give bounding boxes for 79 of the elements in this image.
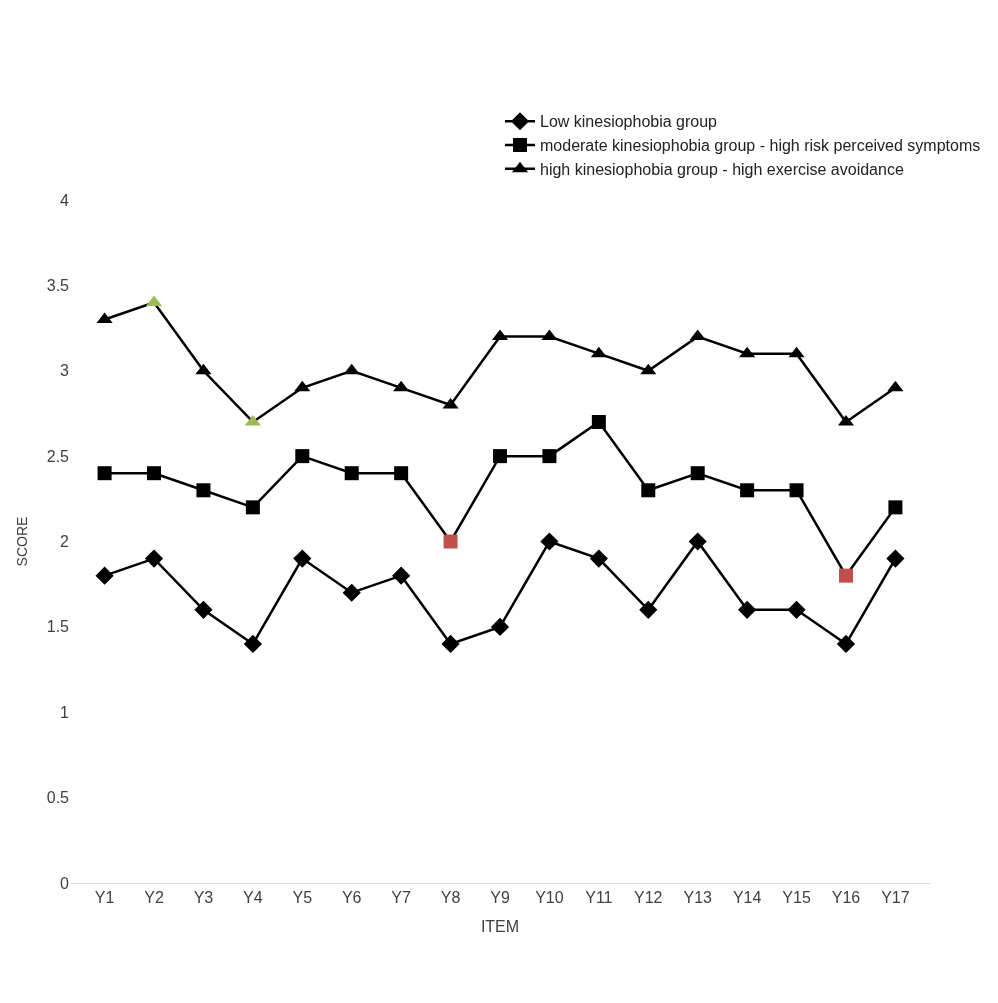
x-tick-label: Y13 (683, 889, 713, 907)
x-tick-label: Y15 (782, 889, 811, 907)
point (689, 329, 706, 341)
point (739, 346, 756, 358)
x-tick-label: Y1 (94, 889, 115, 907)
point (144, 549, 164, 568)
x-tick-label: Y2 (144, 889, 164, 907)
point (343, 363, 360, 375)
y-tick-label: 4 (60, 191, 70, 209)
legend-label: Low kinesiophobia group (540, 113, 718, 131)
x-tick-label: Y11 (585, 889, 613, 907)
point (194, 600, 213, 619)
point (788, 346, 805, 358)
x-tick-label: Y16 (831, 889, 861, 907)
point (293, 549, 312, 568)
legend-label: moderate kinesiophobia group - high risk perceived symptoms (540, 137, 981, 155)
point (738, 600, 757, 619)
x-tick-label: Y5 (292, 889, 313, 907)
x-tick-label: Y10 (535, 889, 564, 907)
y-tick-label: 1 (60, 703, 70, 721)
point (886, 549, 905, 568)
point (97, 466, 112, 481)
point (740, 483, 755, 498)
point (640, 363, 657, 375)
point (789, 483, 804, 498)
x-tick-label: Y12 (634, 889, 663, 907)
point (688, 532, 707, 551)
point (243, 634, 262, 654)
point (641, 483, 656, 498)
point (195, 363, 212, 375)
point (493, 449, 507, 464)
y-tick-label: 2 (60, 533, 70, 551)
point (690, 466, 705, 481)
x-tick-label: Y6 (341, 889, 362, 907)
point (888, 500, 903, 515)
point (887, 380, 904, 392)
point (542, 449, 557, 464)
y-tick-label: 2.5 (46, 447, 70, 465)
x-tick-label: Y3 (193, 889, 214, 907)
point (838, 568, 853, 583)
point (787, 600, 806, 619)
point (96, 312, 113, 324)
point (294, 380, 311, 392)
point (442, 397, 459, 409)
point (836, 634, 856, 654)
point (393, 380, 410, 392)
x-tick-label: Y9 (490, 889, 510, 907)
point (589, 549, 608, 568)
y-tick-label: 0 (60, 874, 70, 892)
point (344, 466, 359, 481)
y-tick-label: 3 (60, 362, 70, 380)
point (245, 500, 260, 515)
y-axis-title: SCORE (14, 516, 31, 567)
point (540, 532, 559, 551)
point (441, 634, 460, 654)
legend-label: high kinesiophobia group - high exercise avoidance (540, 161, 904, 179)
x-tick-label: Y8 (440, 889, 461, 907)
point (639, 600, 658, 619)
point (541, 329, 558, 341)
point (295, 449, 310, 464)
point (244, 414, 261, 426)
x-axis-title: ITEM (480, 917, 520, 935)
point (394, 466, 409, 481)
y-tick-label: 3.5 (46, 276, 70, 294)
y-tick-label: 1.5 (46, 618, 70, 636)
point (392, 566, 411, 585)
point (590, 346, 607, 358)
y-tick-label: 0.5 (46, 789, 70, 807)
x-tick-label: Y17 (881, 889, 910, 907)
point (591, 414, 606, 429)
point (95, 566, 114, 585)
x-tick-label: Y4 (243, 889, 263, 907)
point (443, 534, 458, 549)
x-tick-label: Y7 (391, 889, 412, 907)
point (342, 583, 361, 602)
point (490, 617, 510, 636)
point (196, 483, 211, 498)
point (147, 466, 162, 481)
x-tick-label: Y14 (732, 889, 762, 907)
